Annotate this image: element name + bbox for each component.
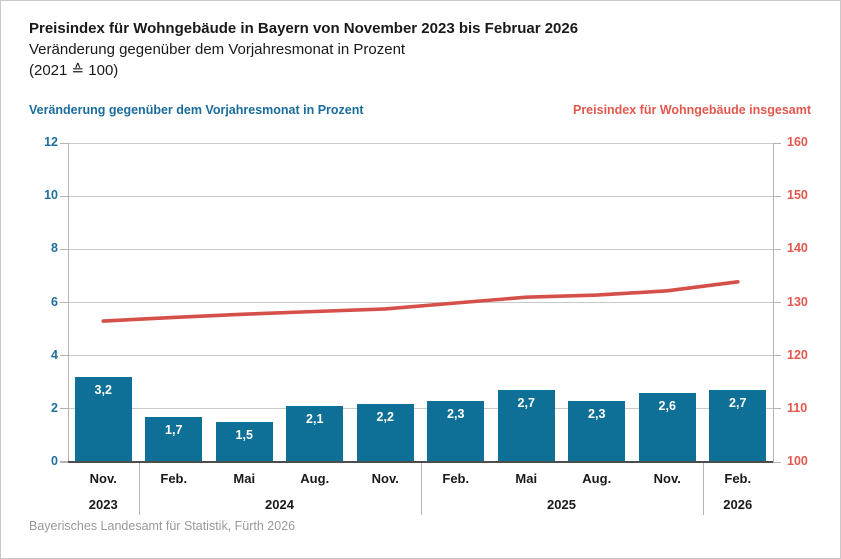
left-axis-tick-label: 0 <box>51 454 58 468</box>
bar <box>215 422 273 462</box>
left-axis-tick <box>60 195 68 197</box>
bar <box>709 390 767 462</box>
bar <box>638 392 696 462</box>
right-axis-tick <box>773 461 781 463</box>
right-axis-tick-label: 130 <box>787 294 808 309</box>
left-axis-tick-label: 2 <box>51 400 58 415</box>
bar-value-label: 2,3 <box>447 406 465 421</box>
left-axis-tick <box>60 461 68 463</box>
right-axis-tick-label: 100 <box>787 454 808 468</box>
chart-basis-note: (2021 ≙ 100) <box>29 62 119 79</box>
grid-line <box>68 195 773 197</box>
grid-line <box>68 302 773 303</box>
bar <box>145 416 203 462</box>
bar-value-label: 2,3 <box>588 406 606 421</box>
year-group-separator <box>420 463 422 515</box>
x-tick-label: Nov. <box>89 471 117 486</box>
right-axis-tick <box>773 142 781 144</box>
bar-value-label: 2,7 <box>729 396 747 411</box>
chart-title: Preisindex für Wohngebäude in Bayern von… <box>29 20 579 37</box>
right-axis-tick <box>773 195 781 197</box>
left-axis-tick-label: 6 <box>51 294 58 309</box>
year-label: 2023 <box>88 497 118 512</box>
left-axis-tick <box>60 408 68 410</box>
year-group-separator <box>138 463 140 515</box>
bar-value-label: 2,1 <box>306 412 324 427</box>
bar <box>497 390 555 462</box>
right-axis-tick-label: 150 <box>787 188 808 203</box>
bar <box>568 400 626 462</box>
grid-line <box>68 142 773 144</box>
right-axis-tick-label: 160 <box>787 135 808 149</box>
left-axis-tick <box>60 355 68 357</box>
source-note: Bayerisches Landesamt für Statistik, Für… <box>29 519 296 533</box>
bar-value-label: 3,2 <box>94 382 112 397</box>
plot-left-border <box>68 143 69 462</box>
x-tick-label: Nov. <box>371 471 399 486</box>
year-label: 2026 <box>723 497 753 512</box>
x-tick-label: Nov. <box>653 471 681 486</box>
left-axis-tick-label: 8 <box>51 241 58 256</box>
right-axis-tick-label: 110 <box>787 400 808 415</box>
grid-line <box>68 355 773 357</box>
x-tick-label: Mai <box>515 471 538 486</box>
right-axis-tick-label: 140 <box>787 241 808 256</box>
bar <box>427 400 485 462</box>
right-axis-tick <box>773 248 781 250</box>
chart-header: Preisindex für Wohngebäude in Bayern von… <box>29 18 578 81</box>
x-tick-label: Feb. <box>160 471 188 486</box>
bar <box>74 376 132 462</box>
bar-value-label: 2,7 <box>517 396 535 411</box>
axis-legend-row: Veränderung gegenüber dem Vorjahresmonat… <box>29 103 811 117</box>
x-axis-baseline <box>68 461 773 463</box>
left-axis-tick <box>60 302 68 303</box>
right-axis-tick <box>773 302 781 303</box>
grid-line <box>68 248 773 250</box>
left-axis-tick-label: 10 <box>44 188 58 203</box>
bar <box>356 403 414 462</box>
bar-value-label: 1,5 <box>235 428 253 443</box>
right-axis-tick-label: 120 <box>787 347 808 362</box>
bar-value-label: 2,2 <box>376 409 394 424</box>
left-axis-tick-label: 12 <box>44 135 58 149</box>
year-label: 2024 <box>265 497 294 512</box>
chart-subtitle: Veränderung gegenüber dem Vorjahresmonat… <box>29 41 406 58</box>
bar-value-label: 1,7 <box>165 422 183 437</box>
left-axis-legend: Veränderung gegenüber dem Vorjahresmonat… <box>29 103 364 117</box>
left-axis-tick-label: 4 <box>51 347 58 362</box>
left-axis-tick <box>60 461 68 462</box>
year-group-separator <box>702 463 704 515</box>
left-axis-tick <box>60 248 68 250</box>
left-axis-tick <box>60 142 68 144</box>
bar <box>286 406 344 462</box>
right-axis-tick <box>773 355 781 357</box>
x-tick-label: Feb. <box>442 471 470 486</box>
plot-right-border <box>773 143 774 462</box>
x-tick-label: Aug. <box>582 471 612 486</box>
right-axis-tick <box>773 408 781 410</box>
year-label: 2025 <box>547 497 576 512</box>
trend-polyline <box>101 279 740 323</box>
grid-line <box>68 408 773 410</box>
x-tick-label: Feb. <box>724 471 752 486</box>
bar-value-label: 2,6 <box>658 398 676 413</box>
x-tick-label: Aug. <box>300 471 330 486</box>
right-axis-legend: Preisindex für Wohngebäude insgesamt <box>572 103 811 117</box>
x-tick-label: Mai <box>233 471 256 486</box>
